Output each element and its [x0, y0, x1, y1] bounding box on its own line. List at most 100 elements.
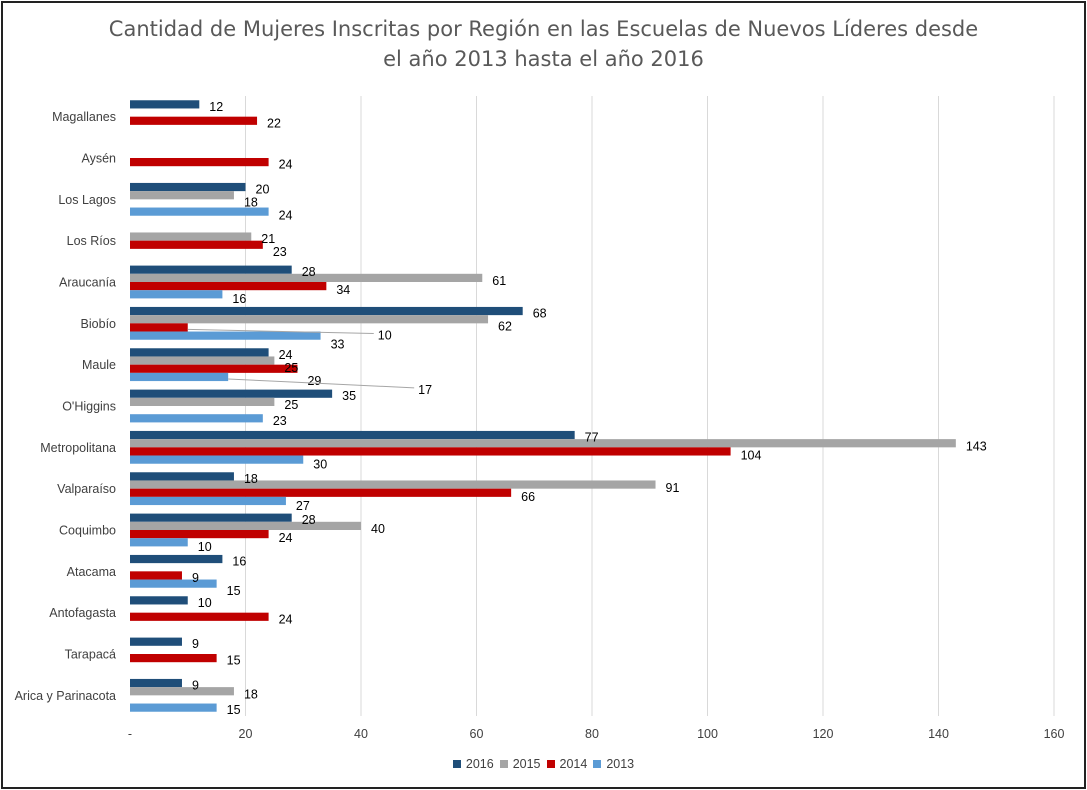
data-label-atacama-2016: 16 [232, 555, 246, 569]
bar-valparaiso-2013 [130, 496, 286, 506]
data-label-coquimbo-2015: 40 [371, 522, 385, 536]
data-label-arica-y-parinacota-2016: 9 [192, 679, 199, 693]
data-label-biobio-2014: 10 [378, 329, 392, 343]
category-label-biobio: Biobío [81, 317, 116, 331]
x-tick-label-0: - [128, 727, 132, 741]
bar-atacama-2013 [130, 579, 217, 588]
data-label-maule-2015: 25 [284, 361, 298, 375]
bar-araucania-2013 [130, 290, 223, 299]
x-tick-label-140: 140 [928, 727, 949, 741]
data-label-maule-2013: 17 [418, 383, 432, 397]
category-label-los-lagos: Los Lagos [58, 193, 116, 207]
x-tick-label-40: 40 [354, 727, 368, 741]
legend-label-2014: 2014 [559, 757, 588, 771]
category-label-atacama: Atacama [67, 565, 116, 579]
x-tick-label-160: 160 [1044, 727, 1065, 741]
bar-valparaiso-2016 [130, 472, 234, 481]
category-label-magallanes: Magallanes [52, 110, 116, 124]
legend-swatch-2013 [593, 760, 602, 768]
data-labels: 1222242018242123286134166862103324252917… [187, 100, 987, 717]
legend-label-2013: 2013 [606, 757, 635, 771]
x-tick-label-120: 120 [813, 727, 834, 741]
bar-coquimbo-2016 [130, 513, 292, 522]
data-label-los-lagos-2015: 18 [244, 196, 258, 210]
leader-line-maule-2013 [228, 378, 415, 389]
legend-label-2015: 2015 [512, 757, 541, 771]
bar-maule-2013 [130, 372, 229, 382]
bar-atacama-2016 [130, 554, 223, 564]
category-label-tarapaca: Tarapacá [65, 648, 116, 662]
bar-los-lagos-2016 [130, 182, 246, 192]
bar-metropolitana-2015 [130, 439, 956, 448]
bar-arica-y-parinacota-2016 [130, 678, 182, 688]
gridlines [245, 96, 1055, 716]
category-label-metropolitana: Metropolitana [40, 441, 116, 455]
bar-maule-2016 [130, 348, 269, 357]
data-label-valparaiso-2014: 66 [521, 490, 535, 504]
chart-title: Cantidad de Mujeres Inscritas por Región… [0, 14, 1087, 74]
bar-antofagasta-2016 [130, 596, 188, 605]
legend: 2016 2015 2014 2013 [0, 757, 1087, 771]
data-label-araucania-2013: 16 [232, 292, 246, 306]
legend-swatch-2014 [546, 760, 555, 768]
category-label-valparaiso: Valparaíso [57, 482, 116, 496]
x-tick-label-100: 100 [697, 727, 718, 741]
data-label-atacama-2013: 15 [227, 584, 241, 598]
value-axis: - 20 40 60 80 100 120 140 160 [128, 727, 1065, 741]
bar-magallanes-2014 [130, 116, 258, 125]
bar-los-lagos-2015 [130, 191, 234, 200]
data-label-los-lagos-2013: 24 [279, 209, 293, 223]
data-label-antofagasta-2016: 10 [198, 596, 212, 610]
bar-araucania-2015 [130, 273, 483, 282]
legend-item-2014: 2014 [546, 757, 588, 771]
bar-magallanes-2016 [130, 100, 200, 109]
bar-los-rios-2014 [130, 240, 263, 249]
data-label-maule-2016: 24 [279, 348, 293, 362]
data-label-o-higgins-2016: 35 [342, 389, 356, 403]
bar-tarapaca-2016 [130, 637, 182, 646]
data-label-magallanes-2014: 22 [267, 116, 281, 130]
data-label-coquimbo-2014: 24 [279, 531, 293, 545]
bar-tarapaca-2014 [130, 654, 217, 663]
data-label-metropolitana-2013: 30 [313, 458, 327, 472]
data-label-valparaiso-2015: 91 [666, 481, 680, 495]
category-axis: Magallanes Aysén Los Lagos Los Ríos Araucaní… [15, 110, 116, 703]
data-label-los-lagos-2016: 20 [256, 183, 270, 197]
bar-maule-2014 [130, 364, 298, 373]
data-label-coquimbo-2013: 10 [198, 540, 212, 554]
bar-metropolitana-2013 [130, 455, 304, 464]
data-label-tarapaca-2016: 9 [192, 637, 199, 651]
data-label-metropolitana-2014: 104 [741, 449, 762, 463]
leader-line-biobio-2014 [187, 328, 374, 335]
legend-item-2015: 2015 [499, 757, 541, 771]
bar-biobio-2015 [130, 315, 489, 324]
x-tick-label-60: 60 [470, 727, 484, 741]
data-label-biobio-2016: 68 [533, 307, 547, 321]
data-label-arica-y-parinacota-2015: 18 [244, 688, 258, 702]
bar-aysen-2014 [130, 158, 269, 167]
data-label-biobio-2013: 33 [331, 338, 345, 352]
legend-swatch-2015 [499, 760, 508, 768]
category-label-antofagasta: Antofagasta [49, 606, 116, 620]
data-label-araucania-2016: 28 [302, 265, 316, 279]
category-label-coquimbo: Coquimbo [59, 524, 116, 538]
bar-coquimbo-2013 [130, 538, 188, 547]
data-label-coquimbo-2016: 28 [302, 513, 316, 527]
category-label-o-higgins: O'Higgins [62, 400, 116, 414]
data-label-los-rios-2015: 21 [261, 232, 275, 246]
bar-arica-y-parinacota-2013 [130, 703, 217, 712]
chart-title-line-2: el año 2013 hasta el año 2016 [383, 47, 704, 71]
bar-metropolitana-2016 [130, 430, 575, 440]
category-label-araucania: Araucanía [59, 276, 116, 290]
bar-biobio-2014 [130, 323, 188, 332]
bar-coquimbo-2014 [130, 530, 269, 539]
x-tick-label-20: 20 [239, 727, 253, 741]
bar-antofagasta-2014 [130, 612, 269, 621]
legend-item-2013: 2013 [593, 757, 634, 771]
bar-coquimbo-2015 [130, 521, 361, 530]
data-label-antofagasta-2014: 24 [279, 612, 293, 626]
bar-valparaiso-2014 [130, 488, 512, 497]
bar-biobio-2016 [130, 306, 523, 316]
bar-los-lagos-2013 [130, 207, 269, 216]
